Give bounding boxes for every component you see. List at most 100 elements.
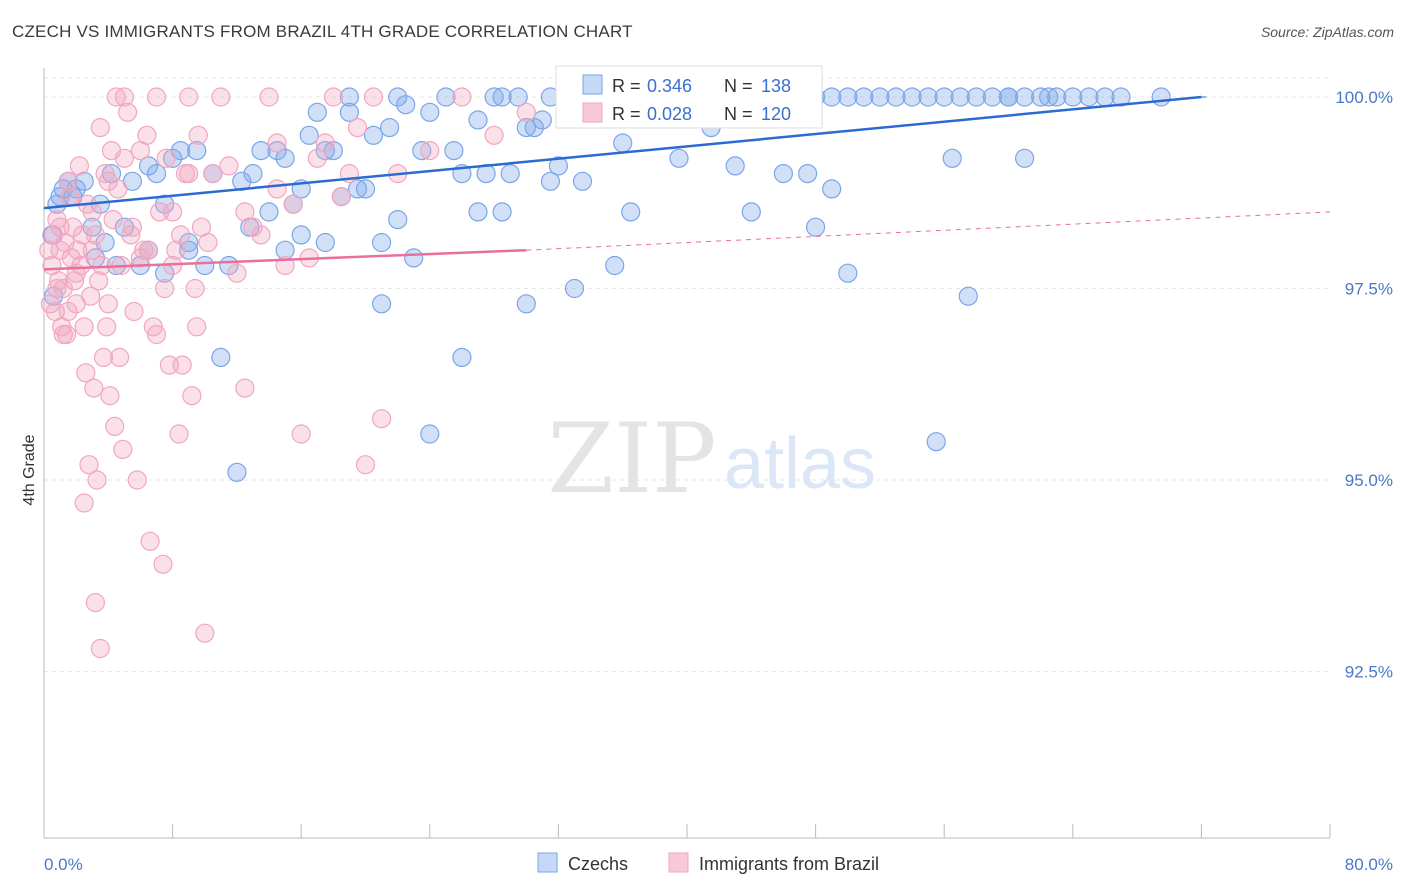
czechs-point-57 bbox=[452, 347, 472, 367]
watermark-zip: ZIP bbox=[547, 403, 716, 515]
brazil-point-100 bbox=[82, 240, 102, 260]
czechs-point-119 bbox=[998, 87, 1019, 107]
brazil-point-14 bbox=[61, 248, 81, 268]
brazil-point-78 bbox=[259, 87, 279, 107]
brazil-point-70 bbox=[188, 125, 208, 145]
czechs-point-94 bbox=[918, 87, 938, 107]
brazil-point-15 bbox=[63, 217, 83, 237]
brazil-point-111 bbox=[267, 179, 287, 199]
brazil-point-28 bbox=[84, 378, 104, 398]
czechs-point-50 bbox=[388, 87, 408, 107]
czechs-point-112 bbox=[797, 164, 818, 184]
czechs-point-89 bbox=[838, 87, 858, 107]
brazil-point-116 bbox=[347, 117, 368, 138]
czechs-point-120 bbox=[1014, 148, 1035, 168]
brazil-point-19 bbox=[69, 156, 90, 176]
czechs-point-19 bbox=[146, 164, 167, 184]
x-tick-label-1: 80.0% bbox=[1345, 855, 1393, 874]
brazil-point-37 bbox=[98, 171, 118, 191]
legend-bottom-label-czechs: Czechs bbox=[568, 854, 628, 874]
czechs-point-27 bbox=[211, 347, 231, 367]
legend-stats: R = 0.346 N = 138 R = 0.028 N = 120 bbox=[555, 65, 823, 129]
brazil-point-38 bbox=[100, 386, 120, 406]
czechs-point-24 bbox=[187, 141, 207, 161]
czechs-point-61 bbox=[492, 202, 512, 222]
brazil-point-104 bbox=[155, 278, 175, 299]
legend-n-value-brazil: 120 bbox=[761, 104, 791, 124]
series-brazil-points bbox=[39, 87, 536, 659]
czechs-point-18 bbox=[138, 156, 159, 176]
brazil-point-75 bbox=[227, 263, 247, 283]
brazil-point-108 bbox=[219, 156, 239, 176]
brazil-point-96 bbox=[146, 324, 167, 345]
brazil-point-107 bbox=[203, 164, 223, 184]
brazil-point-64 bbox=[169, 424, 189, 444]
brazil-point-91 bbox=[47, 278, 67, 299]
brazil-point-31 bbox=[89, 271, 109, 291]
czechs-point-25 bbox=[195, 255, 215, 276]
czechs-point-64 bbox=[516, 294, 536, 314]
czechs-point-74 bbox=[605, 255, 625, 276]
brazil-point-97 bbox=[163, 202, 183, 222]
czechs-point-92 bbox=[886, 87, 906, 107]
brazil-point-51 bbox=[127, 470, 147, 490]
czechs-point-75 bbox=[613, 133, 633, 153]
brazil-point-110 bbox=[251, 225, 271, 245]
czechs-point-71 bbox=[572, 171, 593, 191]
czechs-point-58 bbox=[468, 110, 488, 130]
brazil-point-109 bbox=[235, 202, 255, 222]
legend-swatch-brazil bbox=[582, 102, 603, 123]
czechs-point-109 bbox=[669, 148, 689, 168]
czechs-point-88 bbox=[822, 87, 842, 107]
brazil-point-95 bbox=[138, 240, 159, 260]
brazil-point-106 bbox=[187, 317, 207, 337]
czechs-point-49 bbox=[380, 117, 400, 138]
czechs-point-122 bbox=[291, 225, 311, 245]
brazil-point-98 bbox=[179, 164, 199, 184]
brazil-point-122 bbox=[516, 102, 536, 122]
trend-line-brazil-dashed bbox=[526, 211, 1331, 251]
brazil-point-44 bbox=[109, 347, 130, 367]
brazil-point-65 bbox=[172, 355, 192, 375]
brazil-point-29 bbox=[85, 225, 106, 245]
czechs-point-48 bbox=[372, 294, 392, 314]
czechs-point-114 bbox=[822, 179, 842, 199]
czechs-point-111 bbox=[773, 164, 794, 184]
legend-swatch-czechs bbox=[582, 74, 603, 95]
chart-title: CZECH VS IMMIGRANTS FROM BRAZIL 4TH GRAD… bbox=[12, 22, 633, 41]
legend-series: Czechs Immigrants from Brazil bbox=[537, 852, 879, 874]
czechs-point-42 bbox=[323, 141, 343, 161]
brazil-point-74 bbox=[211, 87, 231, 107]
brazil-point-120 bbox=[452, 87, 472, 107]
czechs-point-65 bbox=[524, 117, 544, 138]
czechs-point-39 bbox=[299, 125, 319, 145]
brazil-point-121 bbox=[484, 125, 504, 145]
czechs-point-93 bbox=[902, 87, 922, 107]
czechs-point-55 bbox=[436, 87, 456, 107]
brazil-point-83 bbox=[323, 87, 343, 107]
czechs-point-33 bbox=[251, 141, 271, 161]
czechs-point-136 bbox=[516, 117, 536, 138]
czechs-point-52 bbox=[404, 248, 424, 268]
czechs-point-21 bbox=[163, 148, 183, 168]
x-tick-label-0: 0.0% bbox=[44, 855, 83, 874]
czechs-point-56 bbox=[444, 141, 464, 161]
axes bbox=[43, 68, 1331, 839]
brazil-point-40 bbox=[103, 210, 123, 230]
czechs-point-103 bbox=[1063, 87, 1083, 107]
trend-line-czechs bbox=[43, 95, 1202, 210]
y-tick-label-3: 92.5% bbox=[1345, 663, 1393, 682]
legend-r-value-brazil: 0.028 bbox=[647, 104, 692, 124]
brazil-point-56 bbox=[143, 317, 163, 337]
czechs-point-106 bbox=[1111, 87, 1131, 107]
brazil-point-36 bbox=[97, 317, 117, 337]
brazil-point-22 bbox=[74, 317, 94, 337]
brazil-point-42 bbox=[106, 87, 126, 107]
czechs-point-91 bbox=[870, 87, 890, 107]
czechs-point-126 bbox=[564, 278, 585, 299]
czechs-point-47 bbox=[363, 125, 384, 145]
czechs-point-45 bbox=[347, 179, 368, 199]
czechs-point-66 bbox=[532, 110, 552, 130]
brazil-point-85 bbox=[355, 455, 376, 475]
